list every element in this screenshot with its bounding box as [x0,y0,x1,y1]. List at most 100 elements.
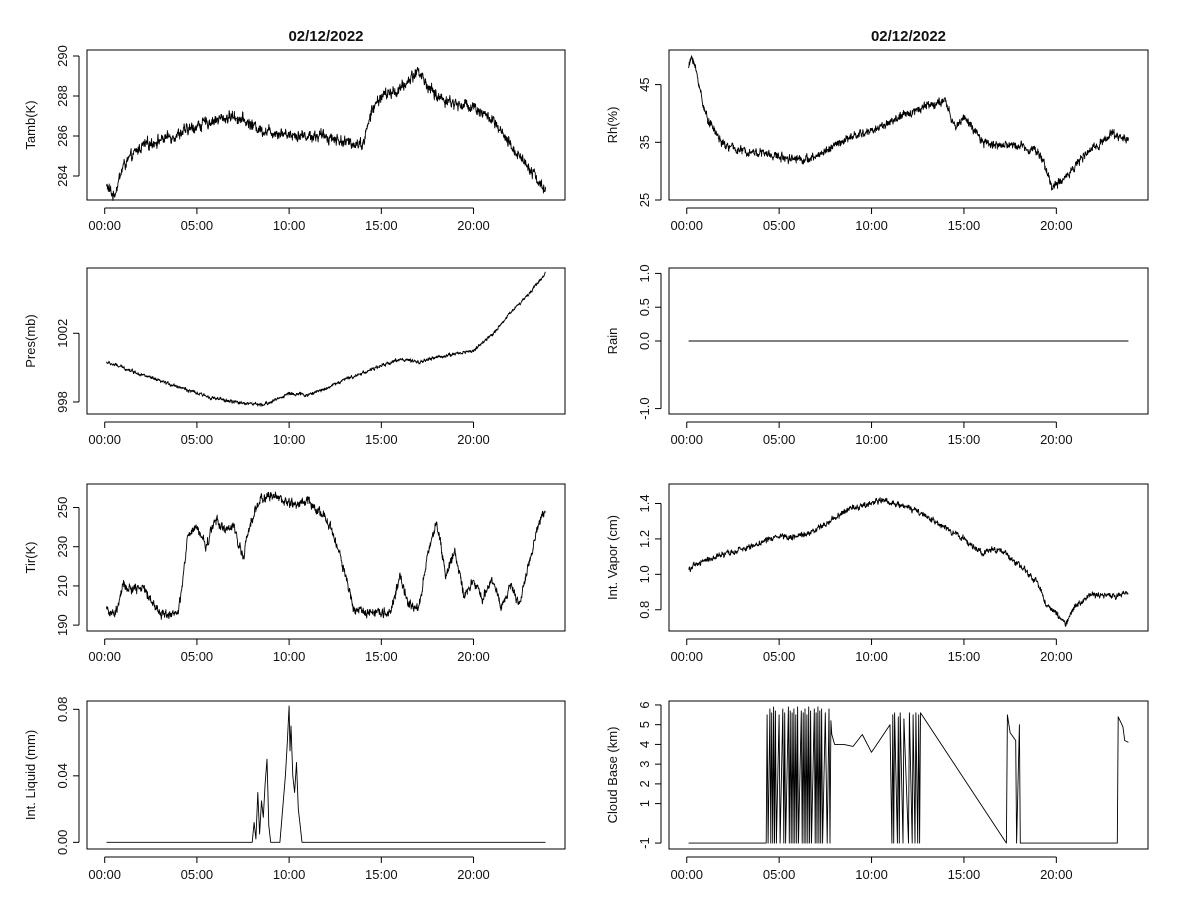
tamb-title: 02/12/2022 [288,28,363,45]
tir-y-tick-label: 210 [55,575,70,597]
liquid-series-line [106,705,546,843]
rh-x-tick-label: 15:00 [948,218,981,233]
pres-y-tick-label: 1002 [55,319,70,348]
rh-x-tick-label: 00:00 [670,218,703,233]
panel-liquid: 00:00 05:00 10:00 15:00 20:00 0.00 0.04 0.08 Int… [23,697,566,882]
pres-plot-frame [86,267,566,415]
vapor-x-tick-label: 15:00 [948,649,981,664]
tir-x-tick-label: 10:00 [273,649,306,664]
panel-rh: 02/12/2022 00:00 05:00 10:00 15:00 20:00 25 35 4… [605,28,1149,233]
cloud-series-line [688,706,1129,844]
cloud-x-axis: 00:00 05:00 10:00 15:00 20:00 [670,856,1073,882]
tamb-y-tick-label: 288 [55,85,70,107]
liquid-x-tick-label: 20:00 [457,867,490,882]
cloud-y-tick-label: 4 [637,741,652,748]
cloud-x-tick-label: 15:00 [948,867,981,882]
tir-x-tick-label: 20:00 [457,649,490,664]
liquid-x-tick-label: 00:00 [88,867,121,882]
pres-x-axis: 00:00 05:00 10:00 15:00 20:00 [88,421,490,447]
cloud-y-tick-label: 5 [637,721,652,728]
tir-y-tick-label: 250 [55,497,70,519]
tir-y-tick-label: 190 [55,614,70,636]
tamb-y-tick-label: 286 [55,125,70,147]
tamb-y-label: Tamb(K) [23,100,38,149]
rain-y-tick-label: 0.5 [637,298,652,316]
rh-y-tick-label: 25 [637,193,652,207]
rain-x-tick-label: 05:00 [763,432,796,447]
vapor-y-axis: 0.8 1.0 1.2 1.4 [637,494,662,619]
rain-x-tick-label: 20:00 [1040,432,1073,447]
pres-x-tick-label: 00:00 [88,432,121,447]
vapor-y-tick-label: 0.8 [637,601,652,619]
rain-plot-frame [668,267,1149,415]
tir-y-axis: 190 210 230 250 [55,497,80,636]
vapor-y-tick-label: 1.2 [637,530,652,548]
liquid-y-tick-label: 0.04 [55,763,70,788]
cloud-x-tick-label: 05:00 [763,867,796,882]
rh-x-tick-label: 20:00 [1040,218,1073,233]
panel-tir: 00:00 05:00 10:00 15:00 20:00 190 210 230 250 Tir… [23,483,566,664]
tir-x-tick-label: 00:00 [88,649,121,664]
cloud-x-tick-label: 20:00 [1040,867,1073,882]
tamb-x-tick-label: 05:00 [181,218,214,233]
liquid-x-tick-label: 05:00 [181,867,214,882]
cloud-x-tick-label: 00:00 [670,867,703,882]
tir-series-line [106,491,546,620]
tir-x-axis: 00:00 05:00 10:00 15:00 20:00 [88,638,490,664]
cloud-y-tick-label: 2 [637,780,652,787]
tamb-x-tick-label: 00:00 [88,218,121,233]
liquid-x-tick-label: 15:00 [365,867,398,882]
pres-series-line [106,271,546,407]
vapor-x-tick-label: 10:00 [855,649,888,664]
tamb-x-tick-label: 15:00 [365,218,398,233]
rh-x-tick-label: 05:00 [763,218,796,233]
tir-y-tick-label: 230 [55,536,70,558]
liquid-y-label: Int. Liquid (mm) [23,730,38,820]
pres-x-tick-label: 10:00 [273,432,306,447]
pres-y-axis: 998 1002 [55,319,80,413]
liquid-plot-frame [86,700,566,850]
panel-rain: 00:00 05:00 10:00 15:00 20:00 -1.0 0.0 0.5 1.0 Ra… [605,264,1149,447]
rh-y-tick-label: 45 [637,77,652,91]
cloud-y-tick-label: 1 [637,800,652,807]
rain-y-tick-label: -1.0 [637,397,652,419]
rain-y-tick-label: 0.0 [637,332,652,350]
tamb-y-tick-label: 284 [55,165,70,187]
rh-y-label: Rh(%) [605,107,620,144]
vapor-x-tick-label: 00:00 [670,649,703,664]
rh-series-line [688,55,1129,191]
liquid-y-axis: 0.00 0.04 0.08 [55,697,80,855]
tamb-y-tick-label: 290 [55,45,70,67]
vapor-x-tick-label: 20:00 [1040,649,1073,664]
tir-plot-frame [86,483,566,632]
panel-cloud: 00:00 05:00 10:00 15:00 20:00 -1 1 2 3 4 5 6 Cloud B… [605,700,1149,882]
tamb-x-tick-label: 20:00 [457,218,490,233]
pres-x-tick-label: 05:00 [181,432,214,447]
tamb-x-tick-label: 10:00 [273,218,306,233]
liquid-y-tick-label: 0.00 [55,830,70,855]
cloud-y-tick-label: -1 [637,837,652,849]
vapor-y-label: Int. Vapor (cm) [605,515,620,600]
vapor-x-axis: 00:00 05:00 10:00 15:00 20:00 [670,638,1073,664]
rain-y-label: Rain [605,328,620,355]
panel-vapor: 00:00 05:00 10:00 15:00 20:00 0.8 1.0 1.2 1.4 Int… [605,483,1149,664]
panel-pres: 00:00 05:00 10:00 15:00 20:00 998 1002 Pres(mb) [23,267,566,447]
tir-x-tick-label: 15:00 [365,649,398,664]
cloud-y-label: Cloud Base (km) [605,727,620,824]
tamb-series-line [106,66,546,202]
rh-plot-frame [668,49,1149,201]
vapor-plot-frame [668,483,1149,632]
vapor-series-line [688,497,1129,627]
tamb-y-axis: 284 286 288 290 [55,45,80,187]
rain-x-tick-label: 00:00 [670,432,703,447]
rh-title: 02/12/2022 [871,28,946,45]
rh-y-tick-label: 35 [637,135,652,149]
tamb-x-axis: 00:00 05:00 10:00 15:00 20:00 [88,207,490,233]
tir-y-label: Tir(K) [23,541,38,573]
tamb-plot-frame [86,49,566,201]
liquid-y-tick-label: 0.08 [55,697,70,722]
